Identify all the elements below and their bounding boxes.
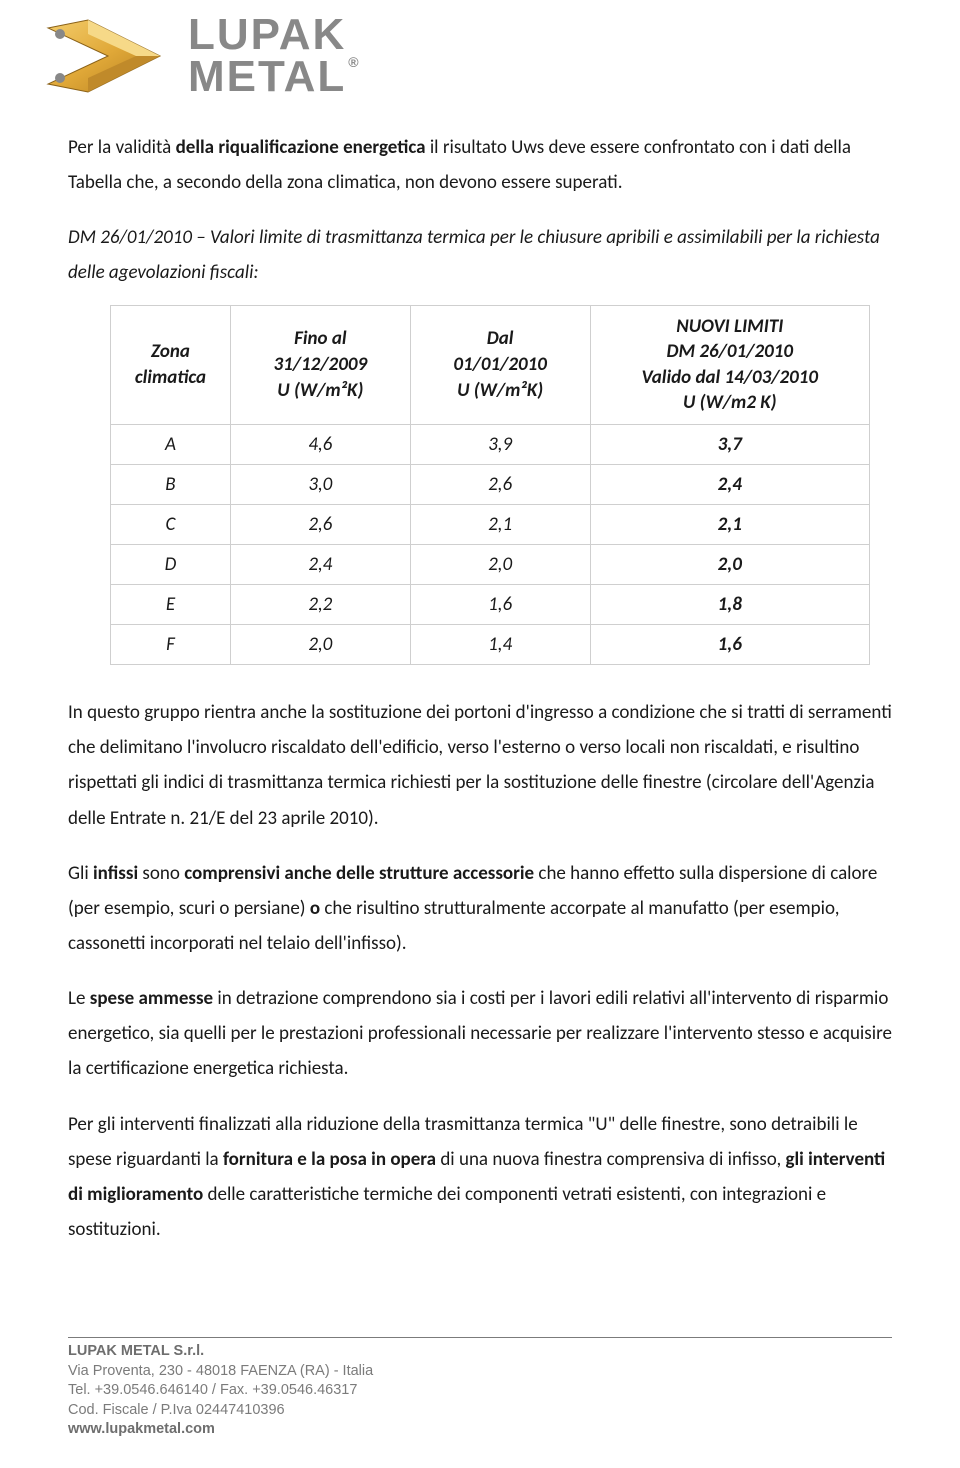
cell: 2,0 xyxy=(230,625,410,665)
cell-zone: F xyxy=(111,625,231,665)
cell-bold: 2,0 xyxy=(590,545,869,585)
paragraph-4: Le spese ammesse in detrazione comprendo… xyxy=(68,981,892,1086)
text-bold: infissi xyxy=(93,862,138,885)
cell: 2,6 xyxy=(230,505,410,545)
table-header-row: Zona climatica Fino al 31/12/2009 U (W/m… xyxy=(111,305,870,425)
footer-divider xyxy=(68,1337,892,1338)
paragraph-5: Per gli interventi finalizzati alla ridu… xyxy=(68,1107,892,1248)
text-bold: fornitura e la posa in opera xyxy=(223,1148,436,1171)
table-row: F 2,0 1,4 1,6 xyxy=(111,625,870,665)
cell-zone: A xyxy=(111,425,231,465)
th-col3: NUOVI LIMITI DM 26/01/2010 Valido dal 14… xyxy=(590,305,869,425)
table-body: A 4,6 3,9 3,7 B 3,0 2,6 2,4 C 2,6 2,1 2,… xyxy=(111,425,870,665)
cell-zone: C xyxy=(111,505,231,545)
paragraph-2: In questo gruppo rientra anche la sostit… xyxy=(68,695,892,836)
table-row: C 2,6 2,1 2,1 xyxy=(111,505,870,545)
th-col2: Dal 01/01/2010 U (W/m²K) xyxy=(410,305,590,425)
text: Per la validità xyxy=(68,136,176,159)
cell: 2,4 xyxy=(230,545,410,585)
table-row: E 2,2 1,6 1,8 xyxy=(111,585,870,625)
paragraph-3: Gli infissi sono comprensivi anche delle… xyxy=(68,856,892,961)
table-row: B 3,0 2,6 2,4 xyxy=(111,465,870,505)
footer-fiscal: Cod. Fiscale / P.Iva 02447410396 xyxy=(68,1401,892,1421)
cell-bold: 3,7 xyxy=(590,425,869,465)
th-col1: Fino al 31/12/2009 U (W/m²K) xyxy=(230,305,410,425)
footer-company: LUPAK METAL S.r.l. xyxy=(68,1342,892,1362)
brand-line2: METAL xyxy=(188,52,346,101)
footer-phone: Tel. +39.0546.646140 / Fax. +39.0546.463… xyxy=(68,1381,892,1401)
footer-web: www.lupakmetal.com xyxy=(68,1420,892,1440)
brand-line1: LUPAK xyxy=(188,14,359,56)
table-intro: DM 26/01/2010 – Valori limite di trasmit… xyxy=(68,220,892,290)
text: Gli xyxy=(68,862,93,885)
registered-icon: ® xyxy=(348,54,360,70)
cell-bold: 2,1 xyxy=(590,505,869,545)
logo: LUPAK METAL® xyxy=(38,0,892,102)
cell: 2,6 xyxy=(410,465,590,505)
document-body: Per la validità della riqualificazione e… xyxy=(68,130,892,1247)
footer-address: Via Proventa, 230 - 48018 FAENZA (RA) - … xyxy=(68,1362,892,1382)
logo-wordmark: LUPAK METAL® xyxy=(188,14,359,98)
cell-zone: B xyxy=(111,465,231,505)
text-bold: o xyxy=(310,897,320,920)
text: di una nuova finestra comprensiva di inf… xyxy=(436,1148,785,1171)
cell: 1,6 xyxy=(410,585,590,625)
text: sono xyxy=(138,862,184,885)
cell: 3,0 xyxy=(230,465,410,505)
cell-bold: 1,8 xyxy=(590,585,869,625)
text-bold: della riqualificazione energetica xyxy=(176,136,426,159)
cell: 4,6 xyxy=(230,425,410,465)
cell: 1,4 xyxy=(410,625,590,665)
limits-table: Zona climatica Fino al 31/12/2009 U (W/m… xyxy=(110,305,870,666)
text-bold: comprensivi anche delle strutture access… xyxy=(184,862,534,885)
cell: 2,1 xyxy=(410,505,590,545)
logo-mark-icon xyxy=(38,10,170,102)
cell-zone: E xyxy=(111,585,231,625)
text: Le xyxy=(68,987,90,1010)
table-row: A 4,6 3,9 3,7 xyxy=(111,425,870,465)
paragraph-1: Per la validità della riqualificazione e… xyxy=(68,130,892,200)
cell: 2,2 xyxy=(230,585,410,625)
text-bold: spese ammesse xyxy=(90,987,213,1010)
cell-bold: 2,4 xyxy=(590,465,869,505)
cell: 2,0 xyxy=(410,545,590,585)
page-footer: LUPAK METAL S.r.l. Via Proventa, 230 - 4… xyxy=(68,1337,892,1440)
cell-bold: 1,6 xyxy=(590,625,869,665)
cell: 3,9 xyxy=(410,425,590,465)
cell-zone: D xyxy=(111,545,231,585)
th-zone: Zona climatica xyxy=(111,305,231,425)
table-row: D 2,4 2,0 2,0 xyxy=(111,545,870,585)
